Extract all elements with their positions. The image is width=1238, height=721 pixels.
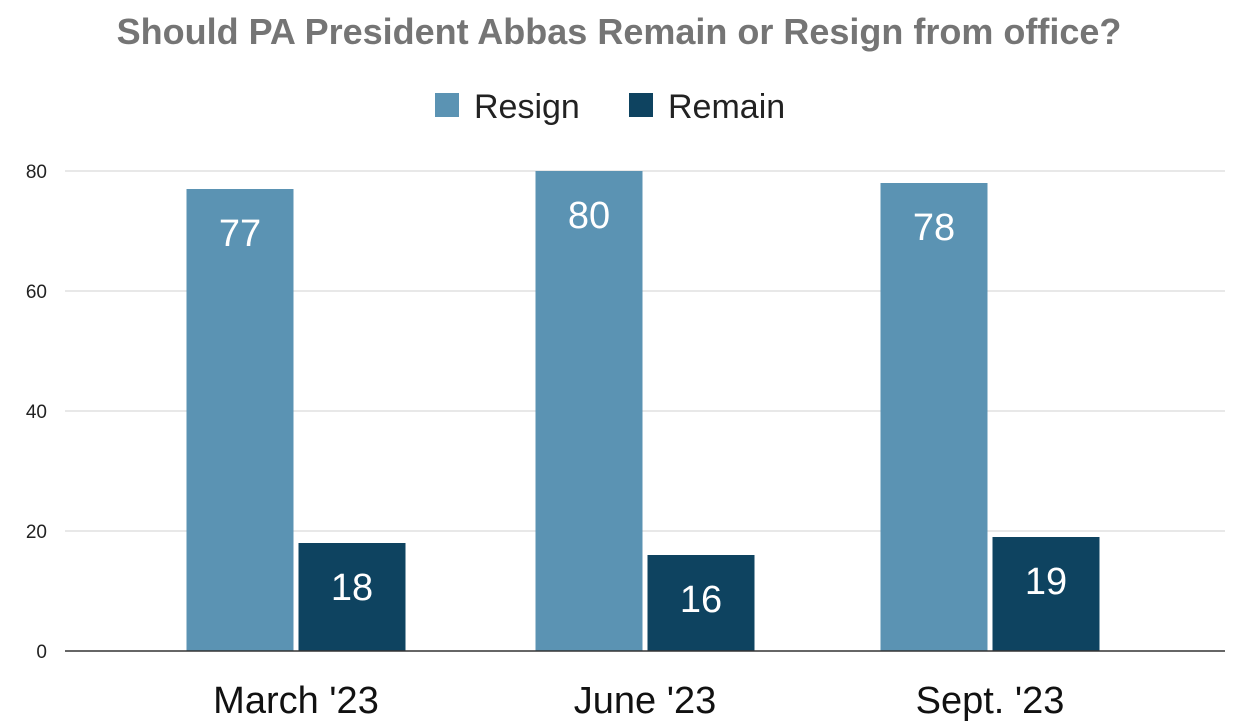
bar-resign [186,189,294,651]
y-tick-label: 0 [36,642,47,663]
bar-resign [880,183,988,651]
x-tick-label: June '23 [574,680,716,721]
y-tick-label: 80 [26,162,47,183]
legend-label-resign: Resign [474,88,580,126]
bar-resign [535,171,643,651]
data-label-resign: 78 [913,207,955,249]
y-tick-label: 60 [26,282,47,303]
data-label-remain: 18 [331,567,373,609]
data-label-resign: 77 [219,213,261,255]
y-axis-ticks: 0 20 40 60 80 [26,162,47,663]
y-tick-label: 40 [26,402,47,423]
data-label-resign: 80 [568,195,610,237]
y-tick-label: 20 [26,522,47,543]
data-label-remain: 19 [1025,561,1067,603]
legend-label-remain: Remain [668,88,785,126]
bar-remain [647,555,755,651]
x-axis-labels: March '23 June '23 Sept. '23 [213,680,1064,721]
data-label-remain: 16 [680,579,722,621]
legend-swatch-remain [629,93,653,117]
bar-remain [992,537,1100,651]
bar-labels: 77 18 80 16 78 19 [219,195,1067,621]
chart-title: Should PA President Abbas Remain or Resi… [117,11,1122,52]
x-tick-label: Sept. '23 [916,680,1065,721]
bars [186,171,1100,651]
bar-remain [298,543,406,651]
legend: Resign Remain [435,88,785,126]
legend-swatch-resign [435,93,459,117]
x-tick-label: March '23 [213,680,379,721]
